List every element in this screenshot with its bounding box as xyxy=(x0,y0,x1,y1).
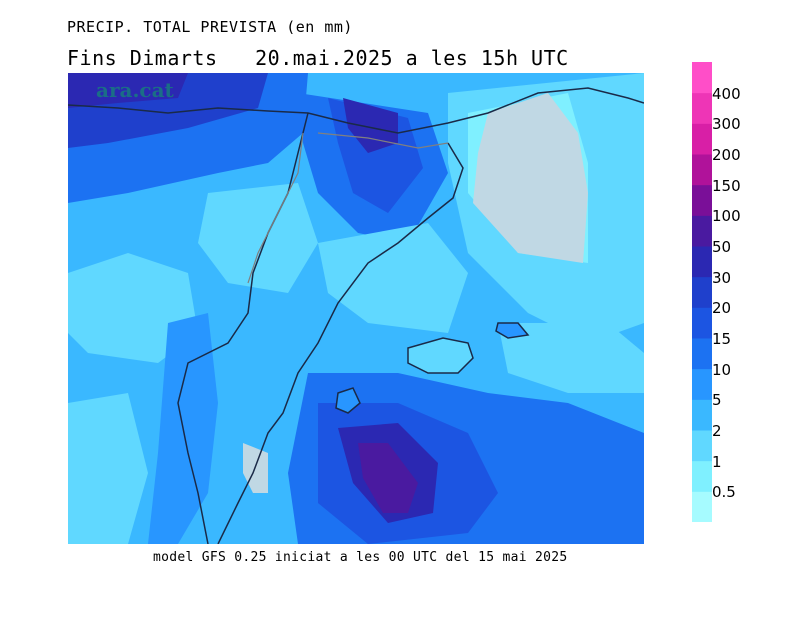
legend-label: 20 xyxy=(712,299,732,318)
legend-label: 200 xyxy=(712,146,741,164)
legend-swatch xyxy=(692,399,712,431)
legend-label: 150 xyxy=(712,176,741,195)
legend-swatch xyxy=(692,215,712,247)
legend-swatch xyxy=(692,154,712,186)
legend-label: 50 xyxy=(712,238,732,256)
legend-swatch xyxy=(692,460,712,492)
legend-swatch xyxy=(692,491,712,522)
legend-colorbar xyxy=(692,62,712,522)
legend-label: 0.5 xyxy=(712,483,736,502)
chart-subtitle: Fins Dimarts 20.mai.2025 a les 15h UTC xyxy=(67,46,569,70)
model-info: model GFS 0.25 iniciat a les 00 UTC del … xyxy=(153,550,568,565)
watermark-logo: ara.cat xyxy=(96,78,174,102)
chart-title: PRECIP. TOTAL PREVISTA (en mm) xyxy=(67,18,353,36)
legend-label: 2 xyxy=(712,422,722,440)
legend-swatch xyxy=(692,430,712,462)
legend-swatch xyxy=(692,338,712,370)
legend-label: 15 xyxy=(712,330,732,348)
legend-swatch xyxy=(692,276,712,308)
legend-swatch xyxy=(692,184,712,216)
legend-label: 10 xyxy=(712,360,732,379)
legend-label: 30 xyxy=(712,268,732,287)
legend-swatch xyxy=(692,123,712,155)
precipitation-map xyxy=(68,73,644,544)
legend-swatch xyxy=(692,246,712,278)
legend-label: 5 xyxy=(712,391,722,410)
legend-label: 100 xyxy=(712,207,741,226)
subtitle-left: Fins Dimarts xyxy=(67,46,218,70)
legend-swatch xyxy=(692,92,712,124)
legend-swatch xyxy=(692,368,712,400)
legend-swatch xyxy=(692,307,712,339)
legend-label: 1 xyxy=(712,452,722,471)
legend-label: 400 xyxy=(712,84,741,103)
legend-swatch xyxy=(692,62,712,94)
legend-label: 300 xyxy=(712,115,741,134)
subtitle-right: 20.mai.2025 a les 15h UTC xyxy=(255,46,569,70)
